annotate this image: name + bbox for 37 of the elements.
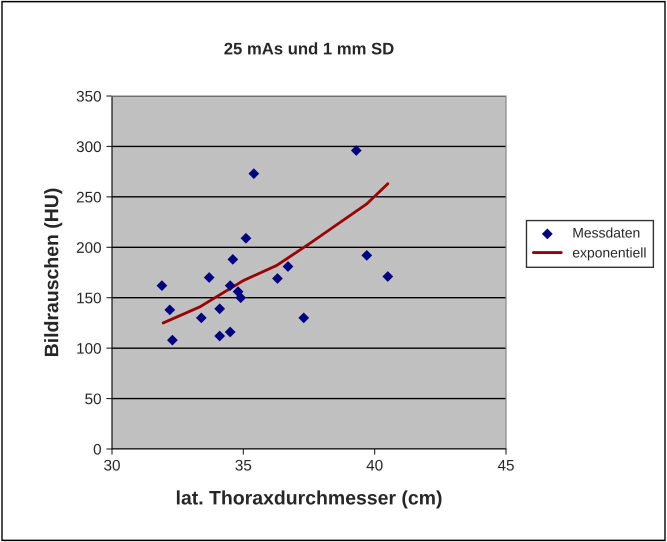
- point: [224, 280, 236, 291]
- y-tick-label: 150: [77, 292, 101, 304]
- legend-label: Messdaten: [573, 227, 640, 238]
- y-tick-label: 0: [94, 444, 101, 455]
- point: [227, 254, 238, 265]
- point: [214, 330, 226, 342]
- x-tick-label: 35: [235, 460, 252, 471]
- point: [156, 280, 168, 291]
- y-tick-label: 50: [85, 393, 101, 404]
- point: [350, 145, 362, 156]
- point: [214, 303, 226, 314]
- y-tick-label: 250: [76, 192, 101, 203]
- point: [240, 232, 252, 244]
- point: [248, 168, 260, 180]
- line-series: [162, 182, 390, 324]
- x-tick-label: 30: [104, 460, 120, 471]
- y-axis-title: Bildrauschen (HU): [44, 188, 62, 356]
- point: [204, 272, 215, 283]
- x-tick-label: 40: [366, 460, 383, 471]
- point: [298, 312, 310, 324]
- y-tick-label: 200: [76, 242, 101, 253]
- point: [167, 334, 178, 346]
- y-tick-label: 100: [77, 343, 101, 354]
- point: [382, 271, 394, 282]
- point: [282, 261, 294, 272]
- legend-label: exponentiell: [572, 247, 646, 260]
- point: [272, 273, 283, 284]
- point: [164, 304, 176, 316]
- y-tick-label: 300: [76, 141, 101, 152]
- x-tick-label: 45: [498, 460, 514, 471]
- y-tick-label: 350: [76, 90, 101, 102]
- x-axis-title: lat. Thoraxdurchmesser (cm): [176, 490, 442, 508]
- point: [235, 292, 246, 304]
- point: [196, 312, 207, 324]
- point: [361, 250, 372, 261]
- point: [224, 326, 236, 338]
- chart-title: 25 mAs und 1 mm SD: [224, 42, 394, 54]
